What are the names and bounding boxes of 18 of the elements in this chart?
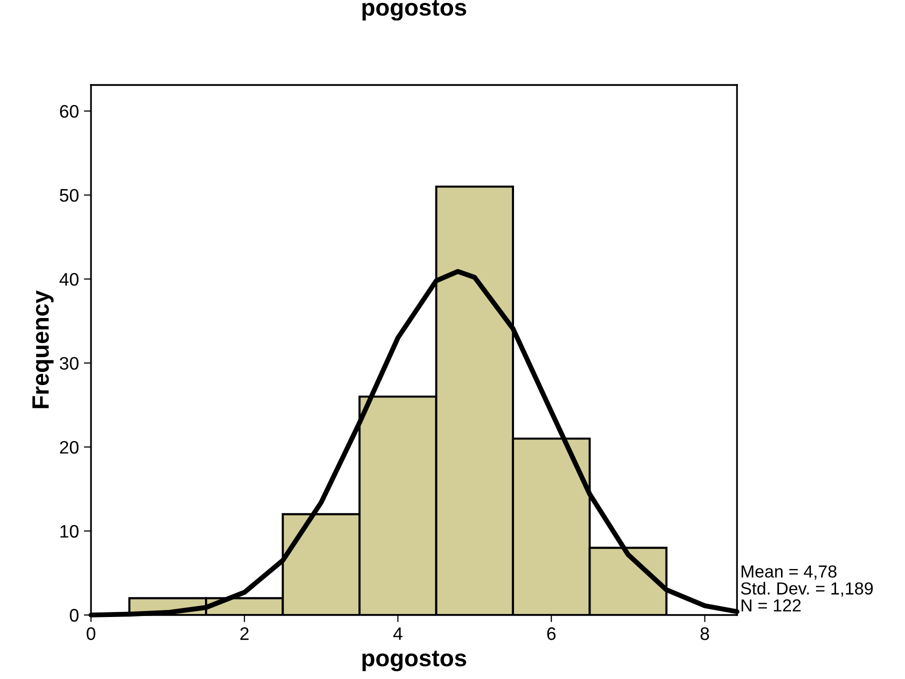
x-tick-label: 2 (240, 627, 249, 640)
x-tick-label: 4 (393, 627, 402, 640)
text: N = 122 (742, 599, 801, 612)
y-tick-label: 60 (60, 104, 78, 118)
y-tick-label: 40 (60, 272, 78, 286)
y-tick-label: 20 (60, 440, 78, 454)
y-tick-label: 0 (70, 608, 78, 622)
y-tick-label: 10 (60, 524, 78, 538)
x-axis-title: pogostos (362, 650, 466, 672)
x-tick-label: 8 (700, 627, 710, 640)
y-tick-label: 50 (60, 188, 78, 202)
chart-title: pogostos (362, 0, 466, 21)
y-tick-label: 30 (60, 356, 78, 370)
x-tick-label: 0 (86, 627, 96, 640)
text: Std. Dev. = 1,189 (741, 582, 873, 597)
y-axis-title: Frequency (32, 290, 54, 408)
x-tick-label: 6 (547, 627, 556, 640)
text: Mean = 4,78 (742, 565, 836, 580)
